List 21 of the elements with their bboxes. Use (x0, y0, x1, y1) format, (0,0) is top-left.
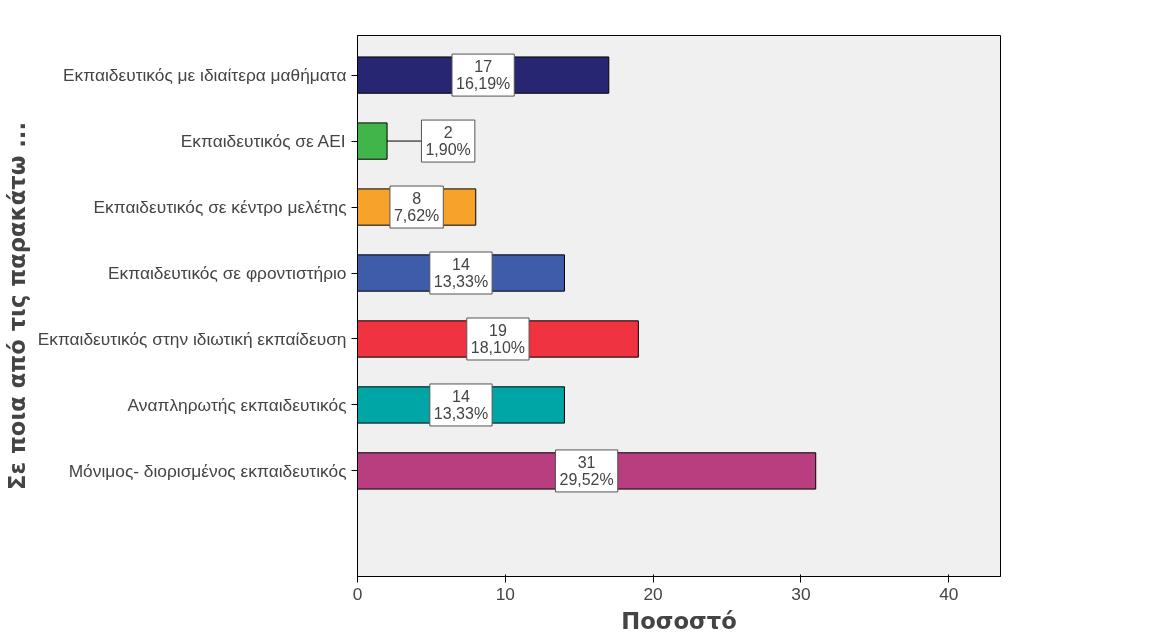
data-label: 17 16,19% (456, 58, 511, 93)
data-label: 31 29,52% (559, 453, 614, 488)
y-tick-label: Εκπαιδευτικός σε κέντρο μελέτης (93, 197, 347, 218)
x-tick-label: 30 (791, 583, 811, 604)
y-tick-label: Εκπαιδευτικός σε φροντιστήριο (108, 263, 347, 284)
data-label: 14 13,33% (433, 387, 489, 422)
x-tick-label: 0 (352, 583, 363, 604)
x-axis-title: Ποσοστό (621, 607, 737, 634)
y-tick-label: Εκπαιδευτικός στην ιδιωτική εκπαίδευση (37, 328, 347, 349)
data-label: 2 1,90% (425, 124, 471, 159)
data-label: 19 18,10% (470, 321, 526, 356)
y-tick-label: Εκπαιδευτικός σε ΑΕΙ (180, 131, 346, 152)
x-tick-label: 20 (643, 583, 663, 604)
x-tick-label: 40 (939, 583, 959, 604)
y-tick-label: Μόνιμος- διορισμένος εκπαιδευτικός (68, 460, 347, 481)
y-tick-label: Εκπαιδευτικός με ιδιαίτερα μαθήματα (63, 65, 347, 86)
data-label: 8 7,62% (393, 190, 440, 225)
y-tick-label: Αναπληρωτής εκπαιδευτικός (127, 394, 347, 415)
y-axis-title: Σε ποια από τις παρακάτω ... (3, 121, 30, 491)
data-label: 14 13,33% (433, 256, 489, 291)
x-tick-label: 10 (495, 583, 515, 604)
